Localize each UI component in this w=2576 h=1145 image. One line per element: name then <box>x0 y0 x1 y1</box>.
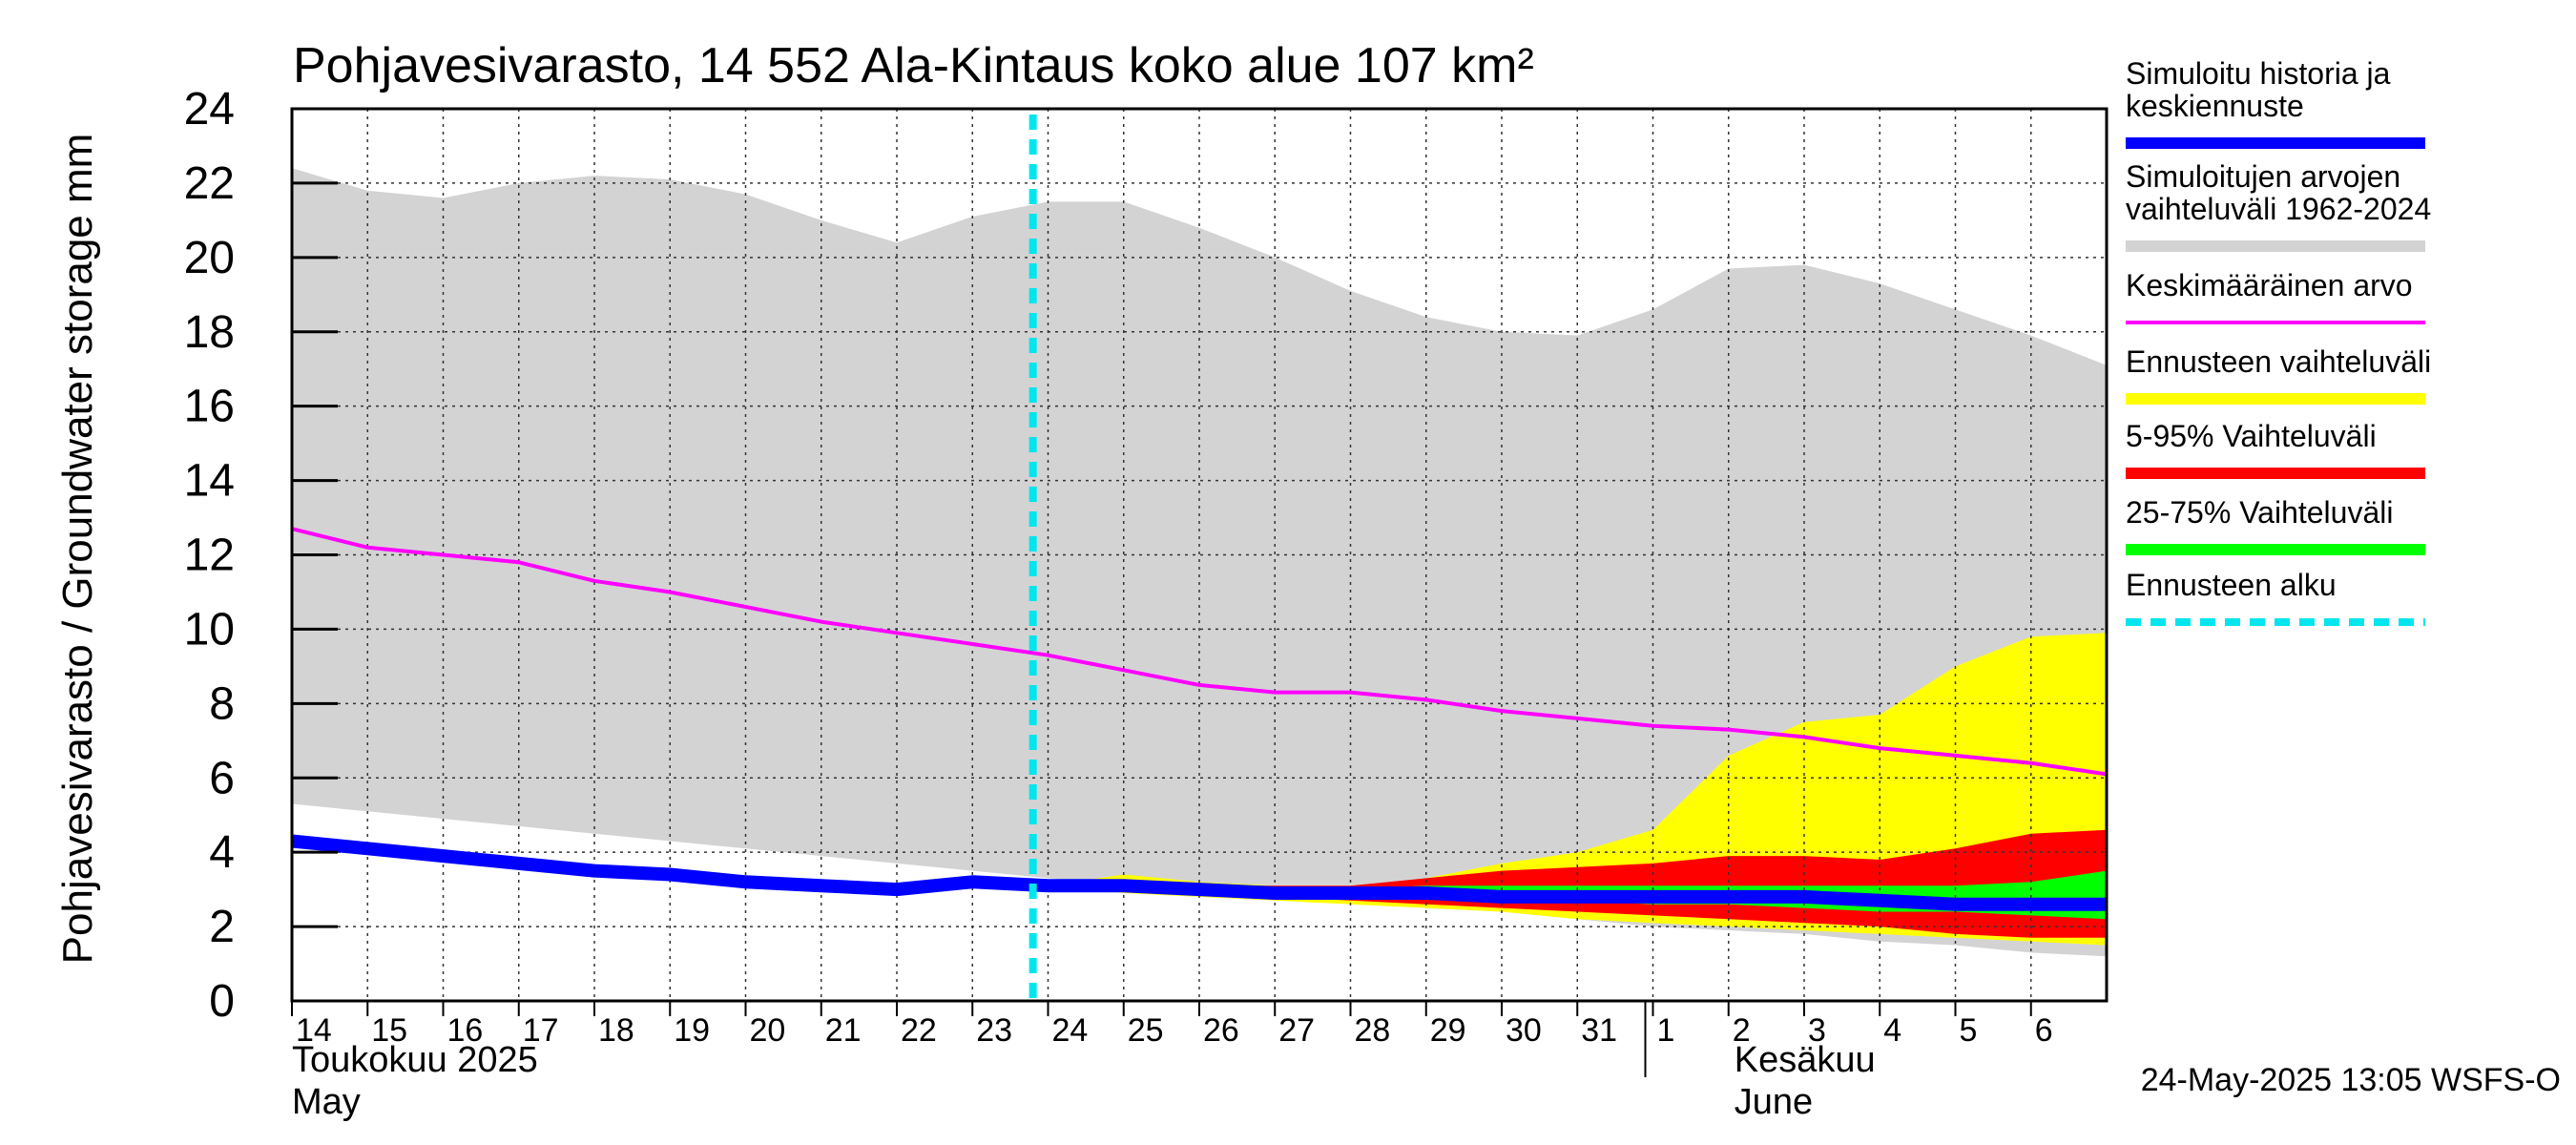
x-tick-label: 5 <box>1960 1012 1978 1049</box>
y-tick-label: 20 <box>184 233 235 283</box>
legend-label: keskiennuste <box>2126 89 2304 123</box>
y-tick-label: 16 <box>184 382 235 432</box>
legend-label: Simuloitujen arvojen <box>2126 159 2400 194</box>
x-tick-label: 17 <box>523 1012 559 1049</box>
y-axis-label: Pohjavesivarasto / Groundwater storage m… <box>54 134 101 965</box>
month-label-line2: June <box>1735 1082 1813 1122</box>
legend-label: 25-75% Vaihteluväli <box>2126 495 2393 530</box>
y-tick-label: 0 <box>209 976 235 1027</box>
y-tick-label: 4 <box>209 827 235 878</box>
y-tick-label: 10 <box>184 604 235 655</box>
x-tick-label: 2 <box>1733 1012 1751 1049</box>
x-tick-label: 20 <box>750 1012 786 1049</box>
series-line-0 <box>291 527 2108 777</box>
x-tick-labels: 14 15 16 17 18 19 20 21 22 23 24 25 26 27 28 29 30 31 1 2 3 4… <box>291 1001 2053 1049</box>
series-line-1 <box>291 834 2107 911</box>
x-tick-label: 18 <box>598 1012 634 1049</box>
x-tick-label: 31 <box>1581 1012 1617 1049</box>
x-tick-label: 30 <box>1506 1012 1542 1049</box>
y-tick-label: 22 <box>184 158 235 209</box>
x-tick-label: 29 <box>1430 1012 1466 1049</box>
x-tick-label: 26 <box>1203 1012 1239 1049</box>
x-tick-label: 21 <box>825 1012 862 1049</box>
series-lines <box>291 527 2108 911</box>
month-label-line2: May <box>292 1082 361 1122</box>
y-tick-label: 18 <box>184 307 235 358</box>
x-tick-label: 3 <box>1808 1012 1826 1049</box>
legend-label: Ennusteen alku <box>2126 568 2337 602</box>
y-tick-label: 6 <box>209 753 235 803</box>
y-tick-label: 14 <box>184 456 235 507</box>
y-tick-label: 12 <box>184 531 235 581</box>
x-tick-label: 28 <box>1355 1012 1391 1049</box>
x-tick-label: 15 <box>371 1012 407 1049</box>
legend-label: 5-95% Vaihteluväli <box>2126 419 2377 453</box>
footer-timestamp: 24-May-2025 13:05 WSFS-O <box>2141 1062 2561 1098</box>
grid-lines <box>292 109 2107 1001</box>
chart-title: Pohjavesivarasto, 14 552 Ala-Kintaus kok… <box>293 38 1534 94</box>
legend-label: Simuloitu historia ja <box>2126 56 2391 91</box>
x-tick-label: 4 <box>1883 1012 1901 1049</box>
x-tick-label: 19 <box>674 1012 710 1049</box>
legend-label: Keskimääräinen arvo <box>2126 268 2413 302</box>
y-tick-label: 24 <box>184 84 235 135</box>
month-label-line1: Toukokuu 2025 <box>292 1040 538 1080</box>
legend-label: vaihteluväli 1962-2024 <box>2126 192 2431 226</box>
x-tick-label: 6 <box>2035 1012 2053 1049</box>
x-tick-label: 27 <box>1278 1012 1315 1049</box>
x-tick-label: 16 <box>447 1012 484 1049</box>
x-tick-label: 22 <box>901 1012 937 1049</box>
legend-label: Ennusteen vaihteluväli <box>2126 344 2431 379</box>
x-tick-label: 23 <box>976 1012 1012 1049</box>
x-tick-label: 24 <box>1052 1012 1089 1049</box>
y-tick-label: 2 <box>209 902 235 952</box>
y-tick-label: 8 <box>209 678 235 729</box>
month-label-line1: Kesäkuu <box>1735 1040 1876 1080</box>
x-tick-label: 1 <box>1657 1012 1675 1049</box>
band-2 <box>1048 829 2107 938</box>
x-tick-label: 14 <box>296 1012 332 1049</box>
x-tick-label: 25 <box>1128 1012 1164 1049</box>
